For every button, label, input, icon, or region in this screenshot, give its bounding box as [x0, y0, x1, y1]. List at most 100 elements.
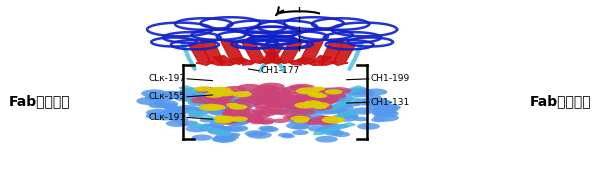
- Circle shape: [367, 105, 385, 110]
- Circle shape: [188, 113, 203, 118]
- Circle shape: [289, 84, 308, 90]
- Circle shape: [312, 98, 335, 105]
- Circle shape: [310, 104, 333, 111]
- Circle shape: [206, 108, 227, 114]
- FancyArrow shape: [331, 86, 365, 98]
- Circle shape: [294, 97, 310, 102]
- Circle shape: [311, 116, 337, 123]
- Circle shape: [196, 94, 220, 102]
- Circle shape: [346, 88, 375, 97]
- Circle shape: [199, 96, 218, 102]
- Circle shape: [244, 92, 265, 98]
- Circle shape: [371, 117, 386, 122]
- Circle shape: [373, 110, 398, 117]
- Circle shape: [146, 113, 167, 119]
- Circle shape: [265, 87, 291, 95]
- Circle shape: [295, 102, 316, 109]
- Circle shape: [284, 98, 311, 106]
- Circle shape: [282, 86, 306, 93]
- Circle shape: [372, 109, 396, 116]
- Circle shape: [333, 114, 359, 122]
- Circle shape: [260, 127, 278, 132]
- Circle shape: [308, 125, 331, 132]
- Circle shape: [292, 130, 308, 135]
- Circle shape: [327, 95, 354, 103]
- Circle shape: [176, 105, 197, 111]
- Circle shape: [222, 110, 247, 117]
- Circle shape: [276, 94, 295, 99]
- Circle shape: [214, 118, 232, 124]
- Circle shape: [328, 107, 347, 112]
- Circle shape: [255, 106, 271, 111]
- Circle shape: [207, 87, 232, 94]
- FancyArrow shape: [289, 57, 312, 65]
- FancyArrow shape: [179, 86, 214, 98]
- Circle shape: [226, 103, 239, 107]
- FancyArrow shape: [242, 42, 268, 64]
- FancyArrow shape: [185, 110, 224, 123]
- Circle shape: [314, 91, 340, 99]
- Circle shape: [136, 97, 164, 105]
- Circle shape: [192, 92, 211, 97]
- Circle shape: [269, 98, 287, 103]
- Circle shape: [332, 104, 354, 111]
- Circle shape: [373, 114, 399, 122]
- Circle shape: [254, 110, 277, 117]
- Circle shape: [204, 100, 230, 108]
- Circle shape: [268, 101, 292, 108]
- Circle shape: [295, 105, 310, 110]
- Circle shape: [288, 106, 317, 115]
- Circle shape: [307, 98, 325, 104]
- Circle shape: [295, 109, 316, 115]
- Circle shape: [364, 89, 388, 95]
- Circle shape: [200, 123, 215, 128]
- Circle shape: [148, 102, 169, 108]
- Text: Fab定常領域: Fab定常領域: [9, 94, 71, 108]
- Circle shape: [287, 114, 307, 121]
- Circle shape: [273, 94, 290, 99]
- Circle shape: [322, 116, 345, 123]
- Circle shape: [281, 104, 296, 108]
- Circle shape: [373, 104, 399, 112]
- Circle shape: [296, 108, 314, 113]
- Circle shape: [323, 130, 344, 136]
- Circle shape: [362, 98, 389, 106]
- FancyArrow shape: [325, 98, 362, 110]
- Circle shape: [353, 117, 368, 121]
- Circle shape: [209, 122, 225, 127]
- Circle shape: [206, 104, 225, 110]
- Circle shape: [164, 106, 180, 110]
- Circle shape: [314, 119, 336, 125]
- FancyArrow shape: [276, 42, 302, 64]
- Circle shape: [290, 115, 316, 122]
- Circle shape: [280, 106, 308, 114]
- Circle shape: [247, 131, 272, 139]
- Circle shape: [300, 119, 323, 126]
- Circle shape: [296, 87, 319, 94]
- Circle shape: [251, 117, 265, 122]
- Circle shape: [286, 122, 310, 129]
- Circle shape: [248, 99, 267, 105]
- FancyArrow shape: [182, 98, 218, 110]
- Circle shape: [323, 116, 341, 122]
- Circle shape: [178, 120, 199, 127]
- Circle shape: [265, 105, 283, 110]
- Text: CLκ-155: CLκ-155: [149, 92, 186, 101]
- Circle shape: [227, 127, 243, 131]
- Circle shape: [293, 104, 314, 110]
- FancyArrow shape: [189, 123, 230, 134]
- Circle shape: [207, 94, 233, 102]
- Circle shape: [310, 102, 329, 108]
- Circle shape: [306, 88, 329, 95]
- Circle shape: [302, 109, 320, 114]
- Circle shape: [238, 114, 262, 122]
- Circle shape: [224, 109, 239, 113]
- Circle shape: [293, 120, 313, 126]
- Circle shape: [293, 84, 315, 91]
- Circle shape: [198, 124, 218, 130]
- Circle shape: [226, 98, 244, 104]
- Circle shape: [320, 121, 337, 127]
- Circle shape: [154, 114, 177, 121]
- Circle shape: [158, 103, 178, 109]
- Circle shape: [187, 107, 212, 115]
